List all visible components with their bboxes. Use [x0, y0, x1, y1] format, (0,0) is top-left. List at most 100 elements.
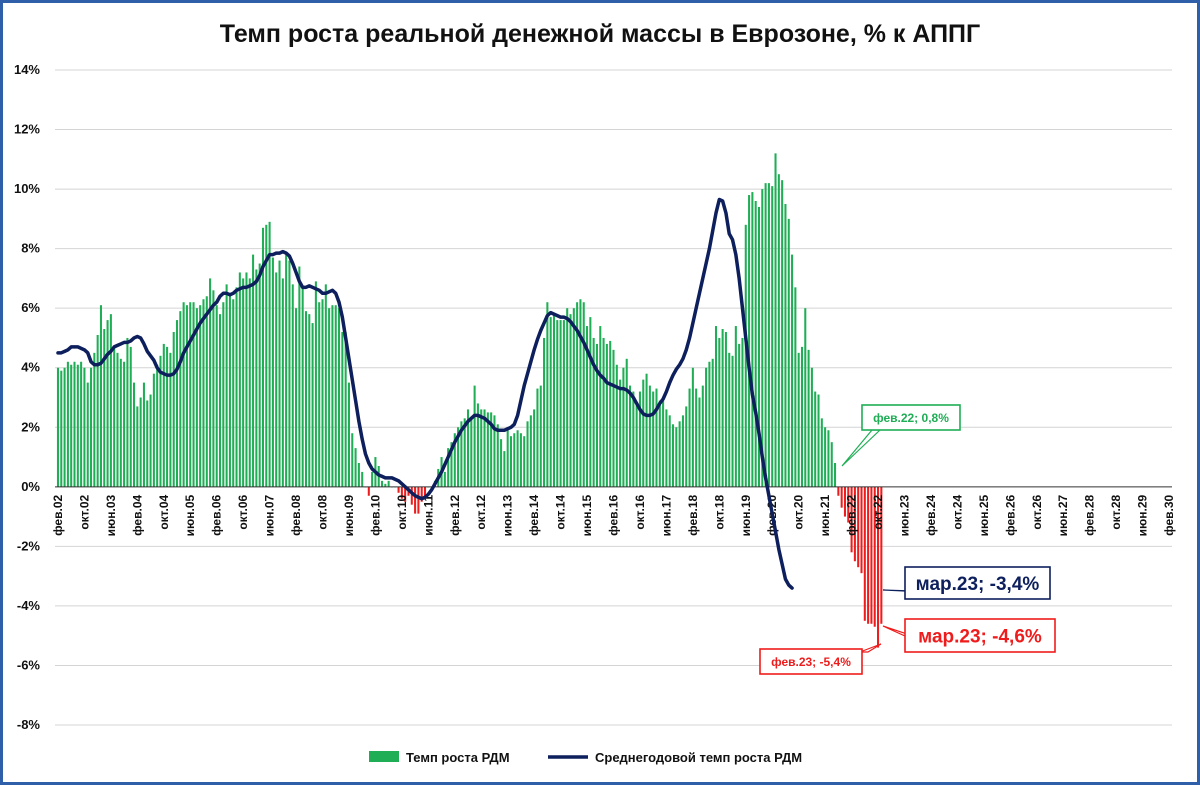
bar — [113, 346, 116, 487]
bar — [202, 299, 205, 487]
x-tick-label: фев.10 — [368, 494, 382, 535]
bar — [662, 397, 665, 487]
callout-pointer — [859, 643, 882, 653]
bar — [599, 326, 602, 487]
bar — [605, 343, 608, 487]
bar — [301, 287, 304, 487]
bar — [308, 314, 311, 487]
y-tick-label: -8% — [17, 717, 41, 732]
bar — [476, 403, 479, 487]
bar — [324, 284, 327, 487]
bar — [579, 299, 582, 487]
bar — [837, 486, 840, 496]
bar — [457, 427, 460, 487]
bar — [652, 391, 655, 487]
legend-label-bars: Темп роста РДМ — [406, 750, 510, 765]
bar — [546, 302, 549, 487]
bar — [556, 320, 559, 487]
bar — [638, 391, 641, 487]
bar — [311, 323, 314, 487]
bar — [90, 367, 93, 487]
callout-text: фев.22; 0,8% — [873, 411, 949, 425]
bar — [516, 430, 519, 487]
bar — [146, 400, 149, 487]
x-tick-label: окт.22 — [871, 495, 885, 530]
bar — [83, 367, 86, 487]
x-tick-label: фев.22 — [845, 494, 859, 535]
bar — [304, 311, 307, 487]
line-path — [56, 197, 794, 590]
bar — [672, 424, 675, 487]
bar — [731, 355, 734, 487]
bar — [612, 349, 615, 487]
x-tick-label: фев.30 — [1162, 494, 1176, 535]
y-tick-label: 6% — [21, 300, 40, 315]
bar — [192, 302, 195, 487]
bar — [807, 349, 810, 487]
bar — [331, 305, 334, 487]
bar — [103, 329, 106, 487]
bar — [632, 391, 635, 487]
bar — [275, 272, 278, 487]
x-tick-label: окт.04 — [157, 494, 171, 529]
bar — [562, 320, 565, 487]
bar — [338, 308, 341, 487]
bar — [387, 480, 390, 487]
x-tick-label: окт.12 — [474, 494, 488, 529]
x-tick-label: июн.05 — [183, 494, 197, 536]
bar — [857, 486, 860, 568]
bar — [291, 284, 294, 487]
bar — [166, 346, 169, 487]
bar — [708, 361, 711, 487]
bar — [149, 394, 152, 487]
bar — [724, 332, 727, 487]
bar — [529, 415, 532, 487]
bar — [734, 326, 737, 487]
bar — [172, 332, 175, 487]
callout: фев.22; 0,8% — [841, 404, 961, 467]
bar — [695, 388, 698, 487]
bar — [705, 367, 708, 487]
bar — [76, 364, 79, 487]
bar — [721, 329, 724, 487]
bar — [288, 260, 291, 487]
bar — [268, 221, 271, 487]
bar — [417, 486, 420, 514]
bar — [711, 358, 714, 487]
bar — [480, 409, 483, 487]
grid-lines — [55, 69, 1172, 726]
bar — [271, 257, 274, 487]
bar — [668, 415, 671, 487]
bar — [552, 314, 555, 487]
callout-text: мар.23; -4,6% — [918, 626, 1042, 647]
bar — [513, 433, 516, 487]
bar — [840, 486, 843, 508]
bar — [744, 224, 747, 487]
bar — [169, 352, 172, 487]
bar — [586, 326, 589, 487]
bar — [843, 486, 846, 517]
bar — [543, 337, 546, 487]
bar — [549, 317, 552, 487]
bar — [199, 305, 202, 487]
bar — [873, 486, 876, 627]
bar — [754, 201, 757, 487]
bar — [182, 302, 185, 487]
bar — [189, 302, 192, 487]
bar — [285, 254, 288, 487]
bar — [850, 486, 853, 553]
bar — [500, 439, 503, 487]
bar — [447, 448, 450, 487]
bar — [252, 254, 255, 487]
bar — [764, 183, 767, 487]
bar — [218, 314, 222, 487]
bar — [741, 337, 744, 487]
bar — [559, 320, 562, 487]
bar — [381, 480, 384, 487]
bar — [228, 293, 231, 487]
bar — [685, 406, 688, 487]
bar — [109, 314, 112, 487]
x-tick-label: фев.08 — [289, 495, 303, 536]
x-tick-label: фев.14 — [527, 494, 541, 535]
